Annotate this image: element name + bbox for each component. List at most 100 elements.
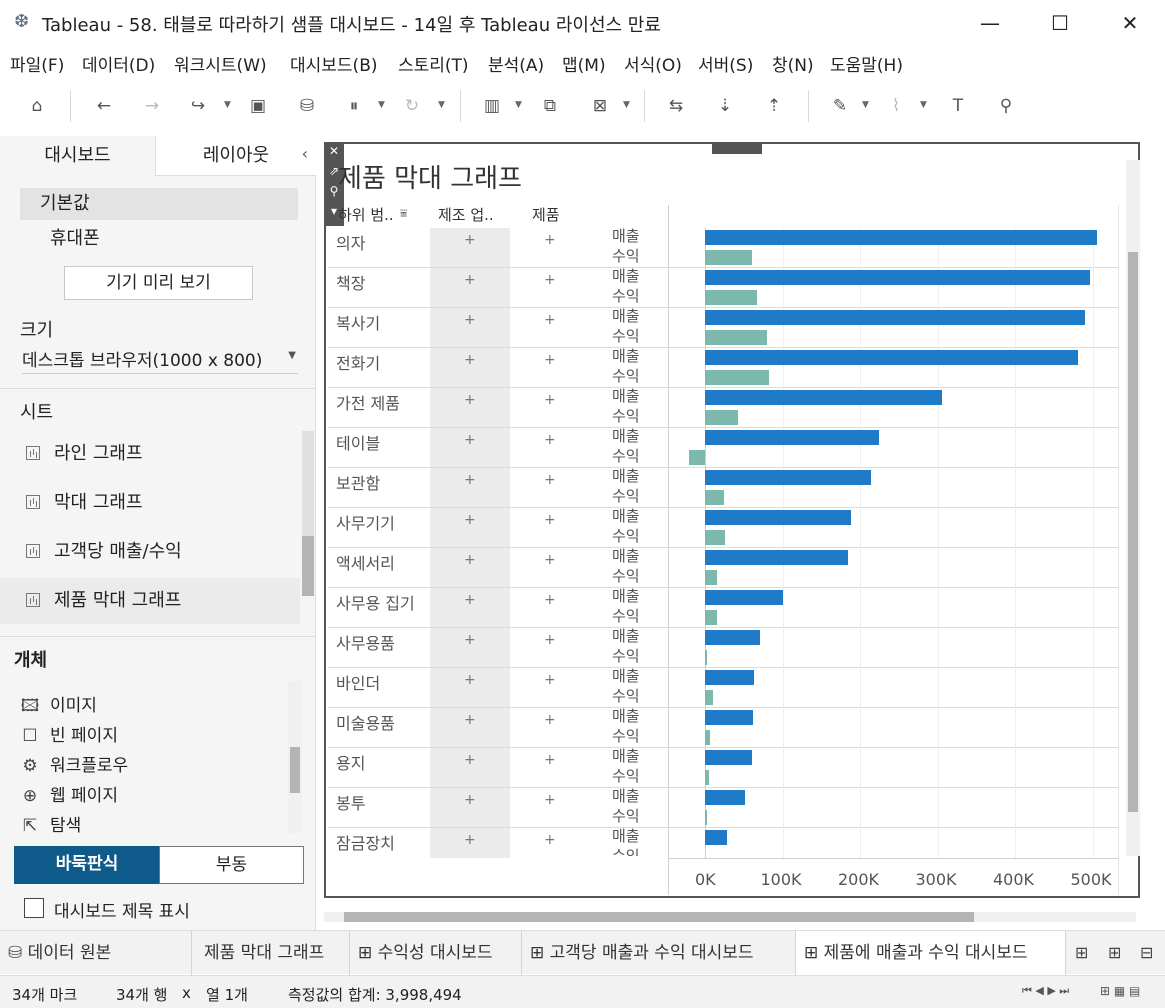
expand-product-icon[interactable]: + (544, 792, 556, 808)
expand-manufacturer-icon[interactable]: + (464, 512, 476, 528)
maximize-button[interactable]: ☐ (1051, 11, 1069, 35)
expand-manufacturer-icon[interactable]: + (464, 232, 476, 248)
menu-data[interactable]: 데이터(D) (82, 56, 156, 76)
sheet-item-bar[interactable]: 막대 그래프 (0, 480, 300, 526)
expand-product-icon[interactable]: + (544, 512, 556, 528)
tab-customer-dashboard[interactable]: ⊞ 고객당 매출과 수익 대시보드 (522, 931, 796, 975)
bar-sales[interactable] (705, 710, 753, 725)
menu-story[interactable]: 스토리(T) (398, 56, 469, 76)
expand-product-icon[interactable]: + (544, 232, 556, 248)
menu-format[interactable]: 서식(O) (624, 56, 682, 76)
forward-icon[interactable]: → (144, 96, 160, 116)
bar-profit[interactable] (705, 650, 707, 665)
sheet-item-product[interactable]: 제품 막대 그래프 (0, 578, 300, 624)
object-navigation[interactable]: ⇱ 탐색 (20, 811, 81, 836)
sheet-item-line[interactable]: 라인 그래프 (0, 431, 300, 477)
clear-icon[interactable]: ⊠ (592, 96, 608, 116)
bar-sales[interactable] (705, 310, 1085, 325)
sort-icon[interactable]: ⩸ (400, 206, 408, 220)
menu-map[interactable]: 맵(M) (562, 56, 606, 76)
menu-server[interactable]: 서버(S) (698, 56, 754, 76)
duplicate-icon[interactable]: ⧉ (543, 96, 557, 116)
menu-analysis[interactable]: 분석(A) (488, 56, 545, 76)
more-options-icon[interactable]: ▾ (330, 204, 338, 218)
row-label-category[interactable]: 잠금장치 (336, 834, 395, 853)
bar-profit[interactable] (689, 450, 705, 465)
expand-manufacturer-icon[interactable]: + (464, 432, 476, 448)
sheet-item-customer[interactable]: 고객당 매출/수익 (0, 529, 300, 575)
object-webpage[interactable]: ⊕ 웹 페이지 (20, 781, 118, 806)
swap-icon[interactable]: ⇆ (668, 96, 684, 116)
bar-profit[interactable] (705, 810, 707, 825)
back-icon[interactable]: ← (96, 96, 112, 116)
highlight-icon[interactable]: ✎ (832, 96, 848, 116)
bar-profit[interactable] (705, 690, 713, 705)
new-worksheet-icon[interactable]: ▥ (483, 96, 501, 116)
bar-sales[interactable] (705, 750, 752, 765)
expand-product-icon[interactable]: + (544, 552, 556, 568)
open-sheet-icon[interactable]: ⇗ (328, 164, 340, 178)
sort-ascending-icon[interactable]: ⇣ (717, 96, 733, 116)
bar-sales[interactable] (705, 670, 754, 685)
col-header-product[interactable]: 제품 (532, 206, 560, 224)
bar-profit[interactable] (705, 330, 767, 345)
object-image[interactable]: 🖾 이미지 (20, 691, 97, 722)
bar-profit[interactable] (705, 410, 738, 425)
filter-icon[interactable]: ⚲ (329, 184, 339, 198)
expand-manufacturer-icon[interactable]: + (464, 832, 476, 848)
bar-profit[interactable] (705, 370, 769, 385)
sort-descending-icon[interactable]: ⇡ (766, 96, 782, 116)
pin-icon[interactable]: ⚲ (999, 96, 1013, 116)
bar-profit[interactable] (705, 610, 717, 625)
bar-profit[interactable] (705, 770, 709, 785)
expand-manufacturer-icon[interactable]: + (464, 592, 476, 608)
close-button[interactable]: ✕ (1121, 11, 1139, 35)
device-preview-button[interactable]: 기기 미리 보기 (64, 266, 253, 300)
home-icon[interactable]: ⌂ (31, 96, 43, 116)
bar-sales[interactable] (705, 550, 848, 565)
bar-sales[interactable] (705, 470, 871, 485)
bar-sales[interactable] (705, 350, 1078, 365)
minimize-button[interactable]: — (980, 11, 1000, 35)
bar-sales[interactable] (705, 590, 783, 605)
refresh-icon[interactable]: ↻ (404, 96, 420, 116)
menu-dashboard[interactable]: 대시보드(B) (290, 56, 378, 76)
row-label-category[interactable]: 봉투 (336, 794, 366, 813)
menu-window[interactable]: 창(N) (772, 56, 814, 76)
expand-product-icon[interactable]: + (544, 432, 556, 448)
expand-manufacturer-icon[interactable]: + (464, 272, 476, 288)
expand-manufacturer-icon[interactable]: + (464, 472, 476, 488)
objects-scrollbar[interactable] (288, 681, 302, 833)
bar-sales[interactable] (705, 830, 727, 845)
expand-manufacturer-icon[interactable]: + (464, 352, 476, 368)
page-nav-icon[interactable]: ⏮ ◀ ▶ ⏭ (1022, 984, 1070, 997)
floating-button[interactable]: 부동 (159, 846, 304, 884)
bar-sales[interactable] (705, 790, 745, 805)
row-label-category[interactable]: 의자 (336, 234, 366, 253)
row-label-category[interactable]: 바인더 (336, 674, 381, 693)
bar-sales[interactable] (705, 390, 942, 405)
collapse-panel-icon[interactable]: ‹ (301, 144, 308, 163)
save-icon[interactable]: ▣ (249, 96, 267, 116)
expand-manufacturer-icon[interactable]: + (464, 392, 476, 408)
undo-redo-icon[interactable]: ↪ (190, 96, 206, 116)
menu-file[interactable]: 파일(F) (10, 56, 65, 76)
tab-product-bar[interactable]: 제품 막대 그래프 (192, 931, 350, 975)
bar-sales[interactable] (705, 510, 851, 525)
expand-product-icon[interactable]: + (544, 392, 556, 408)
row-label-category[interactable]: 복사기 (336, 314, 381, 333)
row-label-category[interactable]: 액세서리 (336, 554, 395, 573)
bar-profit[interactable] (705, 250, 752, 265)
expand-manufacturer-icon[interactable]: + (464, 752, 476, 768)
attach-icon[interactable]: ⌇ (891, 96, 901, 116)
row-label-category[interactable]: 가전 제품 (336, 394, 400, 413)
row-label-category[interactable]: 보관함 (336, 474, 381, 493)
bar-profit[interactable] (705, 730, 710, 745)
expand-product-icon[interactable]: + (544, 472, 556, 488)
size-dropdown[interactable]: 데스크톱 브라우저(1000 x 800) ▼ (22, 346, 298, 374)
show-title-checkbox[interactable] (24, 898, 44, 918)
bar-profit[interactable] (705, 530, 725, 545)
expand-product-icon[interactable]: + (544, 672, 556, 688)
bar-sales[interactable] (705, 230, 1097, 245)
row-label-category[interactable]: 용지 (336, 754, 366, 773)
